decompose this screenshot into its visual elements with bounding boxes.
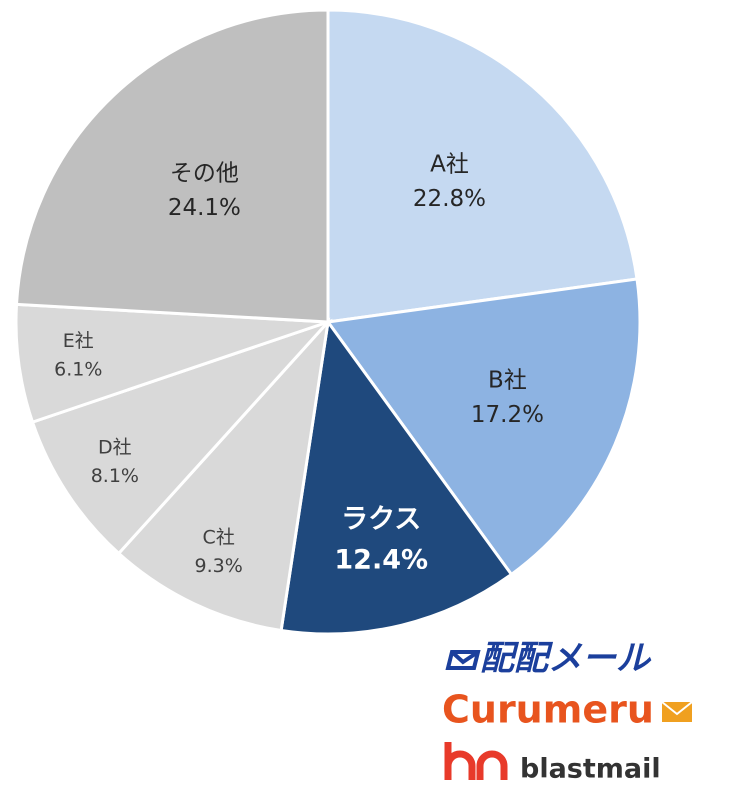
slice-value-label: 22.8% bbox=[413, 186, 486, 212]
slice-value-label: 9.3% bbox=[195, 555, 243, 577]
pie-slice bbox=[14, 302, 329, 425]
slice-value-label: 8.1% bbox=[91, 465, 139, 487]
pie-slice bbox=[14, 8, 330, 324]
pie bbox=[14, 8, 642, 636]
logo-icon bbox=[444, 742, 508, 780]
slice-value-label: 17.2% bbox=[471, 402, 544, 428]
logo-text: blastmail bbox=[520, 754, 661, 785]
slice-label: C社 bbox=[203, 527, 235, 549]
logo-text: Curumeru bbox=[442, 688, 654, 732]
logo-text: 配配メール bbox=[480, 639, 652, 679]
pie-slice bbox=[325, 277, 642, 577]
pie-slice bbox=[279, 318, 514, 636]
pie-slice bbox=[30, 318, 333, 556]
logo-icon bbox=[445, 650, 481, 670]
slice-label: E社 bbox=[63, 330, 94, 352]
slice-value-label: 6.1% bbox=[54, 359, 102, 381]
logo-curumeru: Curumeru bbox=[442, 688, 693, 732]
slice-label: B社 bbox=[488, 368, 527, 394]
logo-blastmail: blastmail bbox=[444, 742, 661, 785]
slice-label: ラクス bbox=[341, 504, 421, 535]
slice-label: A社 bbox=[430, 152, 469, 178]
pie-slice bbox=[116, 317, 331, 633]
pie-slice bbox=[326, 8, 639, 324]
slice-label: D社 bbox=[98, 436, 132, 458]
slice-value-label: 24.1% bbox=[168, 195, 241, 221]
slice-value-label: 12.4% bbox=[334, 544, 428, 575]
slice-label: その他 bbox=[170, 160, 239, 186]
logo-haihai: 配配メール bbox=[445, 639, 652, 679]
logo-icon bbox=[661, 701, 693, 716]
